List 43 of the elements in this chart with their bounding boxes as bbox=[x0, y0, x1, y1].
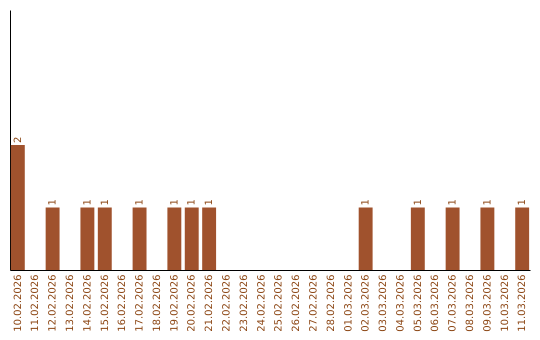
x-tick-label: 14.02.2026 bbox=[82, 274, 94, 332]
x-tick-label: 08.03.2026 bbox=[465, 274, 476, 332]
x-tick-label: 07.03.2026 bbox=[448, 274, 459, 332]
data-label: 2 bbox=[12, 136, 24, 143]
data-label: 1 bbox=[360, 199, 372, 206]
x-tick-label: 22.02.2026 bbox=[222, 274, 233, 332]
x-tick-label: 11.03.2026 bbox=[517, 274, 528, 332]
data-label: 1 bbox=[100, 199, 111, 206]
data-label: 1 bbox=[517, 199, 528, 206]
x-tick-label: 25.02.2026 bbox=[274, 274, 285, 332]
x-tick-label: 03.03.2026 bbox=[378, 274, 390, 332]
x-tick-label: 12.02.2026 bbox=[48, 274, 59, 332]
data-label: 1 bbox=[48, 199, 59, 206]
x-tick-label: 16.02.2026 bbox=[117, 274, 128, 332]
x-tick-label: 10.02.2026 bbox=[12, 274, 24, 332]
x-tick-label: 26.02.2026 bbox=[291, 274, 302, 332]
x-tick-label: 05.03.2026 bbox=[412, 274, 424, 332]
data-label: 1 bbox=[482, 199, 494, 206]
x-tick-label: 10.03.2026 bbox=[500, 274, 511, 332]
x-tick-label: 13.02.2026 bbox=[65, 274, 76, 332]
x-tick-label: 23.02.2026 bbox=[238, 274, 250, 332]
x-tick-label: 06.03.2026 bbox=[430, 274, 442, 332]
x-tick-label: 27.02.2026 bbox=[308, 274, 320, 332]
x-tick-label: 02.03.2026 bbox=[360, 274, 372, 332]
x-tick-label: 01.03.2026 bbox=[343, 274, 354, 332]
x-tick-label: 04.03.2026 bbox=[395, 274, 406, 332]
x-tick-label: 11.02.2026 bbox=[30, 274, 42, 332]
data-label: 1 bbox=[169, 199, 180, 206]
data-label: 1 bbox=[412, 199, 424, 206]
data-label: 1 bbox=[134, 199, 146, 206]
x-tick-label: 15.02.2026 bbox=[100, 274, 111, 332]
data-label: 1 bbox=[204, 199, 216, 206]
x-tick-label: 09.03.2026 bbox=[482, 274, 494, 332]
data-label: 1 bbox=[186, 199, 198, 206]
x-tick-label: 24.02.2026 bbox=[256, 274, 268, 332]
data-label: 1 bbox=[82, 199, 94, 206]
x-tick-label: 19.02.2026 bbox=[169, 274, 180, 332]
x-tick-label: 18.02.2026 bbox=[152, 274, 163, 332]
x-tick-label: 20.02.2026 bbox=[186, 274, 198, 332]
x-tick-label: 21.02.2026 bbox=[204, 274, 216, 332]
x-tick-label: 28.02.2026 bbox=[326, 274, 337, 332]
data-label: 1 bbox=[448, 199, 459, 206]
x-tick-label: 17.02.2026 bbox=[134, 274, 146, 332]
